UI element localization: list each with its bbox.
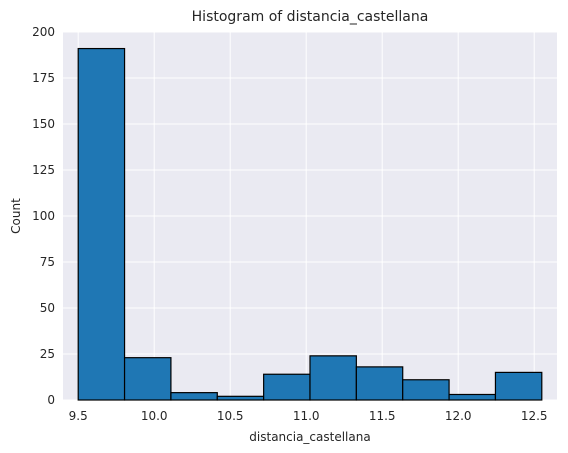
y-axis-label: Count xyxy=(9,198,23,234)
x-tick-label: 11.5 xyxy=(369,409,396,423)
y-tick-label: 175 xyxy=(32,71,55,85)
histogram-bar xyxy=(402,379,450,401)
y-tick-label: 25 xyxy=(40,347,55,361)
histogram-bar xyxy=(123,357,172,401)
histogram-bar xyxy=(77,47,126,401)
bars xyxy=(77,47,543,401)
histogram-bar xyxy=(263,373,311,401)
histogram-bar xyxy=(216,395,265,401)
x-tick-label: 12.0 xyxy=(445,409,472,423)
x-tick-label: 11.0 xyxy=(293,409,320,423)
y-tick-label: 0 xyxy=(47,393,55,407)
x-tick-label: 9.5 xyxy=(69,409,88,423)
histogram-bar xyxy=(494,371,543,401)
histogram-bar xyxy=(448,393,497,401)
y-tick-label: 200 xyxy=(32,25,55,39)
x-tick-label: 12.5 xyxy=(521,409,548,423)
y-tick-label: 75 xyxy=(40,255,55,269)
y-tick-label: 50 xyxy=(40,301,55,315)
histogram-bar xyxy=(170,392,218,401)
y-tick-label: 100 xyxy=(32,209,55,223)
x-tick-labels: 9.5 10.0 10.5 11.0 11.5 12.0 12.5 xyxy=(69,409,548,423)
histogram-bar xyxy=(309,355,357,401)
chart-title: Histogram of distancia_castellana xyxy=(192,9,429,25)
x-tick-label: 10.0 xyxy=(141,409,168,423)
y-tick-label: 150 xyxy=(32,117,55,131)
y-tick-labels: 0 25 50 75 100 125 150 175 200 xyxy=(32,25,55,407)
histogram-bar xyxy=(355,366,404,401)
x-axis-label: distancia_castellana xyxy=(249,430,370,444)
y-tick-label: 125 xyxy=(32,163,55,177)
x-tick-label: 10.5 xyxy=(217,409,244,423)
